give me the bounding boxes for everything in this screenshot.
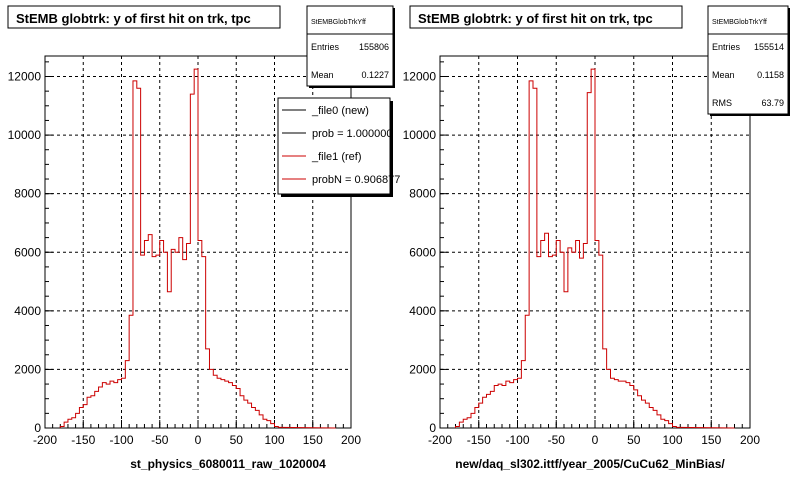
left-stats-value: 155806 — [359, 42, 389, 52]
left-x-tick-label: 150 — [303, 433, 323, 447]
right-y-tick-label: 0 — [429, 421, 436, 435]
left-x-tick-label: -200 — [33, 433, 57, 447]
legend-box: _file0 (new) prob = 1.000000 _file1 (ref) p… — [277, 97, 400, 197]
left-y-tick-label: 0 — [34, 421, 41, 435]
right-x-tick-label: 200 — [740, 433, 760, 447]
left-x-tick-label: -50 — [151, 433, 169, 447]
right-plot-area: -200 -150 -100 -50 0 50 100 150 2000200040006000… — [403, 55, 760, 447]
left-x-tick-label: 200 — [341, 433, 361, 447]
left-stats-label: Mean — [311, 70, 334, 80]
right-stats-value: 0.1158 — [757, 70, 784, 80]
left-chart-title: StEMB globtrk: y of first hit on trk, tp… — [16, 11, 251, 26]
left-title-box — [7, 5, 281, 29]
right-stats-value: 63.79 — [761, 98, 784, 108]
right-stats-label: Mean — [712, 70, 735, 80]
right-x-tick-label: -150 — [467, 433, 491, 447]
left-y-tick-label: 6000 — [14, 245, 41, 259]
legend-frame — [277, 97, 391, 195]
left-stats-label: Entries — [311, 42, 340, 52]
left-stats-value: 0.1227 — [361, 70, 389, 80]
right-x-axis-label: new/daq_sl302.ittf/year_2005/CuCu62_MinB… — [455, 457, 725, 471]
left-histogram-series — [59, 68, 336, 429]
right-y-tick-label: 6000 — [409, 245, 436, 259]
left-y-tick-label: 4000 — [14, 304, 41, 318]
right-x-tick-label: 150 — [701, 433, 721, 447]
right-x-tick-label: -100 — [505, 433, 529, 447]
left-stats-box: StEMBGlobTrkYff Entries 155806 Mean 0.1227 — [306, 5, 395, 88]
left-x-tick-label: 50 — [230, 433, 244, 447]
left-x-tick-label: -150 — [71, 433, 95, 447]
right-x-tick-label: 100 — [662, 433, 682, 447]
right-histogram-panel: StEMB globtrk: y of first hit on trk, tp… — [403, 5, 790, 471]
left-y-tick-label: 12000 — [8, 70, 42, 84]
right-chart-title: StEMB globtrk: y of first hit on trk, tp… — [418, 11, 653, 26]
right-x-tick-label: -50 — [548, 433, 566, 447]
right-y-tick-label: 4000 — [409, 304, 436, 318]
right-y-tick-label: 2000 — [409, 362, 436, 376]
right-y-tick-label: 12000 — [403, 70, 437, 84]
right-histogram-series — [455, 68, 735, 429]
right-y-tick-label: 10000 — [403, 128, 437, 142]
left-x-axis-label: st_physics_6080011_raw_1020004 — [130, 457, 326, 471]
legend-entry: _file1 (ref) — [311, 151, 362, 163]
right-y-tick-label: 8000 — [409, 187, 436, 201]
left-y-tick-label: 8000 — [14, 187, 41, 201]
left-y-tick-label: 10000 — [8, 128, 42, 142]
right-x-tick-label: 50 — [627, 433, 641, 447]
right-stats-label: Entries — [712, 42, 741, 52]
left-x-tick-label: 100 — [264, 433, 284, 447]
left-stats-frame — [306, 5, 394, 87]
right-stats-name: StEMBGlobTrkYff — [712, 19, 767, 26]
right-stats-label: RMS — [712, 98, 732, 108]
left-y-tick-label: 2000 — [14, 362, 41, 376]
left-x-tick-label: 0 — [195, 433, 202, 447]
right-x-tick-label: -200 — [428, 433, 452, 447]
right-stats-frame — [707, 5, 789, 115]
left-stats-name: StEMBGlobTrkYff — [311, 19, 366, 26]
left-histogram-panel: StEMB globtrk: y of first hit on trk, tp… — [7, 5, 400, 471]
right-stats-value: 155514 — [754, 42, 784, 52]
legend-entry: probN = 0.906877 — [312, 174, 400, 186]
legend-entry: _file0 (new) — [311, 105, 369, 117]
legend-entry: prob = 1.000000 — [312, 128, 392, 140]
left-x-tick-label: -100 — [109, 433, 133, 447]
right-stats-box: StEMBGlobTrkYff Entries 155514 Mean 0.1158 RM… — [707, 5, 790, 116]
right-title-box — [409, 5, 683, 29]
right-x-tick-label: 0 — [592, 433, 599, 447]
